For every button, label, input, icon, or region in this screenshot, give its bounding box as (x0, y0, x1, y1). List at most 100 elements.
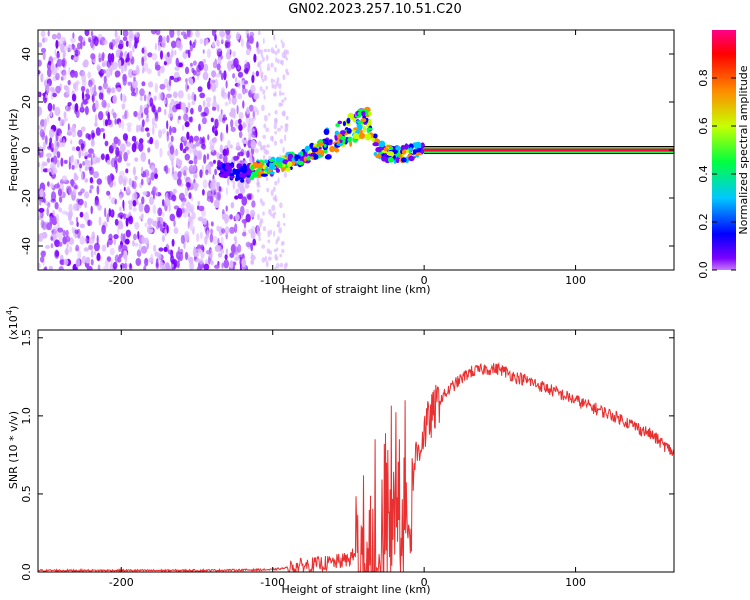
noise-blob (213, 60, 217, 67)
noise-blob (47, 115, 50, 123)
noise-blob (68, 203, 73, 213)
snr-x-ticks: -200 -100 0 100 (109, 330, 586, 589)
noise-blob (107, 53, 112, 63)
noise-blob (273, 84, 277, 90)
noise-blob (283, 263, 288, 270)
noise-blob (225, 205, 228, 212)
noise-blob (146, 132, 150, 138)
noise-blob (184, 66, 190, 75)
noise-blob (141, 119, 145, 128)
noise-blob (58, 266, 64, 270)
noise-blob (278, 227, 283, 234)
noise-blob (252, 106, 258, 113)
noise-blob (90, 53, 96, 60)
noise-blob (242, 160, 248, 165)
noise-blob (80, 85, 86, 92)
noise-blob (253, 53, 257, 63)
noise-blob (48, 128, 55, 138)
noise-blob (150, 30, 157, 35)
colorbar: 0.0 0.2 0.4 0.6 0.8 Normalized spectral ampl… (697, 30, 750, 279)
noise-blob (285, 115, 289, 121)
noise-blob (277, 127, 281, 132)
track-blob (347, 112, 355, 120)
noise-blob (65, 185, 72, 195)
noise-blob (196, 233, 200, 242)
noise-blob (195, 252, 200, 258)
noise-blob (121, 103, 126, 110)
noise-blob (122, 199, 125, 209)
noise-blob (211, 83, 217, 92)
snr-multiplier-base: (x10 (7, 315, 20, 340)
noise-blob (119, 222, 124, 230)
noise-blob (259, 86, 263, 92)
noise-blob (158, 92, 163, 101)
y-tick-label: 0 (20, 147, 33, 154)
noise-blob (216, 39, 220, 47)
noise-blob (150, 171, 155, 181)
noise-blob (160, 65, 165, 74)
track-blob (364, 133, 372, 141)
noise-blob (40, 219, 45, 229)
noise-blob (206, 220, 209, 230)
x-tick-label: 100 (565, 576, 586, 589)
noise-blob (256, 49, 261, 55)
noise-blob (55, 213, 60, 223)
noise-blob (244, 80, 248, 85)
noise-blob (148, 81, 154, 88)
noise-blob (65, 104, 68, 111)
noise-blob (219, 145, 223, 153)
noise-blob (39, 212, 42, 219)
noise-blob (170, 40, 177, 49)
noise-blob (113, 136, 119, 145)
noise-blob (79, 163, 83, 169)
noise-blob (122, 73, 127, 82)
track-blob (306, 155, 311, 161)
noise-blob (169, 213, 176, 222)
noise-blob (280, 92, 285, 96)
noise-blob (91, 95, 94, 102)
noise-blob (224, 226, 230, 235)
noise-blob (59, 207, 62, 213)
y-tick-label: 20 (20, 95, 33, 109)
track-blob (251, 171, 258, 178)
noise-blob (141, 47, 145, 54)
noise-blob (227, 139, 231, 150)
noise-blob (237, 93, 243, 100)
noise-blob (273, 123, 277, 130)
track-blob (362, 125, 366, 133)
noise-blob (235, 188, 240, 195)
noise-blob (68, 66, 71, 76)
noise-blob (135, 124, 140, 133)
noise-blob (155, 64, 161, 71)
noise-blob (171, 263, 174, 268)
noise-blob (132, 180, 137, 190)
noise-blob (159, 83, 166, 90)
track-blob (358, 132, 366, 139)
noise-blob (93, 250, 97, 256)
noise-blob (202, 100, 206, 108)
noise-blob (114, 30, 118, 38)
noise-blob (201, 138, 205, 144)
track-blob (387, 156, 394, 163)
noise-blob (48, 60, 52, 66)
noise-blob (39, 188, 44, 198)
noise-blob (51, 33, 58, 40)
noise-blob (52, 226, 58, 232)
noise-blob (93, 171, 99, 179)
track-blob (340, 130, 346, 135)
noise-blob (264, 114, 268, 122)
noise-blob (212, 106, 216, 111)
noise-blob (132, 192, 138, 200)
track-blob (395, 146, 401, 151)
noise-blob (93, 90, 97, 96)
noise-blob (158, 35, 163, 43)
noise-blob (138, 202, 144, 213)
noise-blob (185, 78, 188, 83)
noise-blob (225, 248, 228, 254)
noise-blob (206, 48, 211, 59)
noise-blob (81, 79, 87, 87)
noise-blob (202, 189, 205, 196)
noise-blob (47, 202, 51, 208)
noise-blob (118, 175, 124, 185)
noise-blob (44, 36, 48, 43)
